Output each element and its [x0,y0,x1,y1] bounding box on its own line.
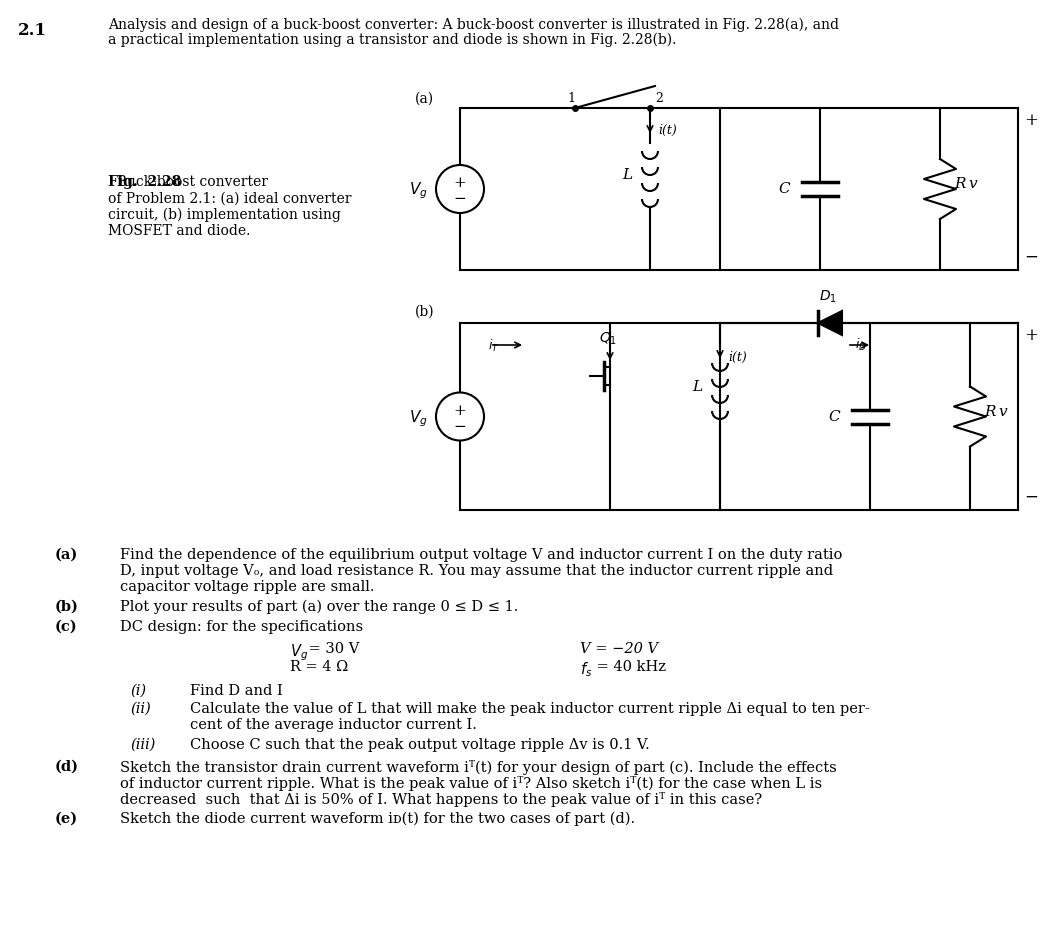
Text: $i_D$: $i_D$ [855,337,867,353]
Text: a practical implementation using a transistor and diode is shown in Fig. 2.28(b): a practical implementation using a trans… [108,33,676,47]
Text: +: + [1024,112,1038,129]
Text: (d): (d) [55,760,79,774]
Circle shape [436,165,484,213]
Text: R = 4 Ω: R = 4 Ω [290,660,348,674]
Text: i(t): i(t) [728,351,747,364]
Circle shape [436,392,484,441]
Text: −: − [453,420,466,433]
Text: decreased  such  that Δi is 50% of I. What happens to the peak value of iᵀ in th: decreased such that Δi is 50% of I. What… [120,792,762,807]
Text: $D_1$: $D_1$ [820,288,837,305]
Text: = 40 kHz: = 40 kHz [592,660,666,674]
Text: Find the dependence of the equilibrium output voltage V and inductor current I o: Find the dependence of the equilibrium o… [120,548,843,562]
Text: +: + [453,404,466,417]
Text: of inductor current ripple. What is the peak value of iᵀ? Also sketch iᵀ(t) for : of inductor current ripple. What is the … [120,776,822,791]
Text: Choose C such that the peak output voltage ripple Δv is 0.1 V.: Choose C such that the peak output volta… [190,738,650,752]
Text: 1: 1 [567,92,575,105]
Text: (c): (c) [55,620,78,634]
Text: Calculate the value of L that will make the peak inductor current ripple Δi equa: Calculate the value of L that will make … [190,702,870,716]
Text: Analysis and design of a buck-boost converter: A buck-boost converter is illustr: Analysis and design of a buck-boost conv… [108,18,839,32]
Polygon shape [818,311,842,335]
Text: (b): (b) [55,600,79,614]
Text: = 30 V: = 30 V [304,642,360,656]
Text: L: L [622,168,632,182]
Text: +: + [1024,327,1038,344]
Text: $V_g$: $V_g$ [409,181,428,201]
Text: +: + [453,176,466,190]
Text: Fig.  2.28: Fig. 2.28 [108,175,181,189]
Text: (iii): (iii) [130,738,156,752]
Text: (a): (a) [414,92,434,106]
Text: capacitor voltage ripple are small.: capacitor voltage ripple are small. [120,580,375,594]
Text: 2.1: 2.1 [18,22,47,39]
Text: (e): (e) [55,812,78,826]
Text: −: − [1024,249,1038,266]
Text: V = −20 V: V = −20 V [580,642,659,656]
Text: Buck-boost converter
of Problem 2.1: (a) ideal converter
circuit, (b) implementa: Buck-boost converter of Problem 2.1: (a)… [108,175,351,238]
Text: Sketch the diode current waveform iᴅ(t) for the two cases of part (d).: Sketch the diode current waveform iᴅ(t) … [120,812,635,827]
Text: $V_g$: $V_g$ [409,409,428,428]
Text: (ii): (ii) [130,702,150,716]
Text: v: v [968,177,976,191]
Text: (b): (b) [414,305,434,319]
Text: Find D and I: Find D and I [190,684,283,698]
Text: C: C [828,410,839,424]
Text: DC design: for the specifications: DC design: for the specifications [120,620,363,634]
Text: $V_g$: $V_g$ [290,642,308,663]
Text: Plot your results of part (a) over the range 0 ≤ D ≤ 1.: Plot your results of part (a) over the r… [120,600,519,614]
Text: −: − [453,192,466,206]
Text: v: v [998,405,1007,418]
Text: C: C [778,182,790,196]
Text: D, input voltage Vₒ, and load resistance R. You may assume that the inductor cur: D, input voltage Vₒ, and load resistance… [120,564,833,578]
Text: (i): (i) [130,684,146,698]
Text: L: L [692,380,702,394]
Text: $f_s$: $f_s$ [580,660,592,679]
Text: R: R [954,177,966,191]
Text: $Q_1$: $Q_1$ [599,331,618,347]
Text: i(t): i(t) [658,124,676,137]
Text: $i_T$: $i_T$ [488,338,500,355]
Text: R: R [984,405,995,418]
Text: (a): (a) [55,548,78,562]
Text: cent of the average inductor current I.: cent of the average inductor current I. [190,718,477,732]
Text: −: − [1024,489,1038,506]
Text: 2: 2 [655,92,663,105]
Text: Sketch the transistor drain current waveform iᵀ(t) for your design of part (c). : Sketch the transistor drain current wave… [120,760,836,775]
